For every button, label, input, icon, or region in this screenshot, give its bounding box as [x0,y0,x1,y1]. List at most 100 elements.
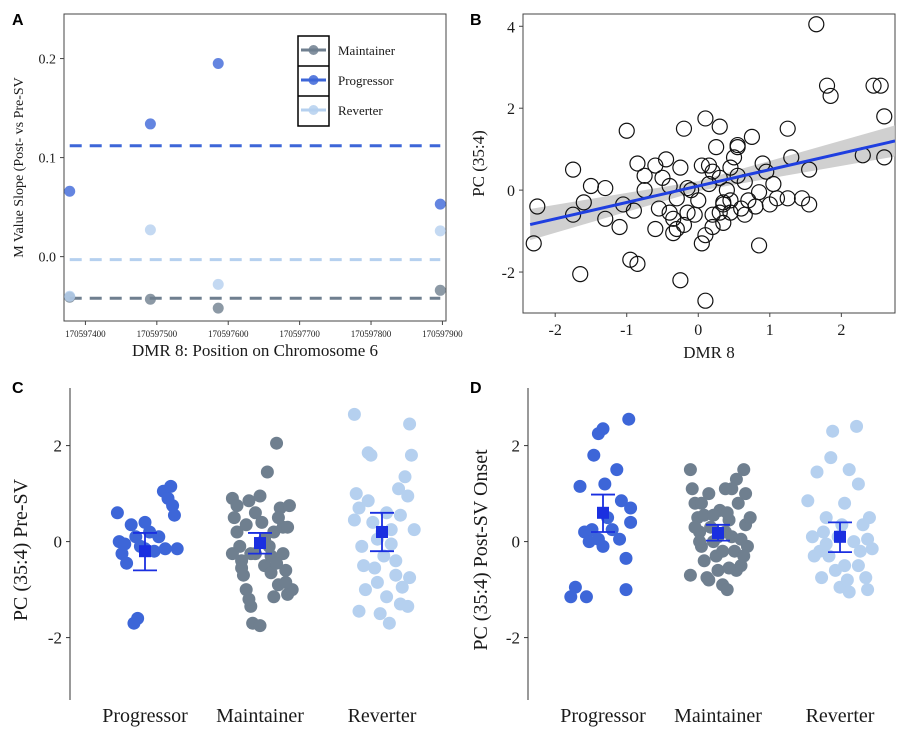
data-point [822,87,839,105]
point-maintainer [227,511,241,525]
data-point [582,177,600,195]
point-maintainer [702,573,716,587]
panel-label-b: B [470,12,482,29]
panel-c: -2 0 2 Progressor Maintainer Reverter PC (35:4… [10,388,421,727]
point-maintainer [230,525,244,539]
y-tick-label: -2 [506,629,520,648]
point-reverter [850,419,864,433]
point-maintainer [697,508,711,522]
data-point [711,169,728,186]
point-progressor [118,537,132,551]
point-maintainer [270,436,284,450]
point-reverter [368,561,382,575]
data-point [564,161,582,178]
point-reverter [401,489,415,503]
point-progressor [124,518,138,532]
data-point [704,218,721,236]
point-reverter [807,549,821,563]
point-reverter [347,407,361,421]
point-progressor [64,185,76,197]
point-maintainer [731,496,745,510]
y-tick-label: 0 [512,533,521,552]
point-maintainer [279,563,293,577]
point-maintainer [739,487,753,501]
point-maintainer [711,563,725,577]
data-point [715,214,732,231]
y-tick-label-b: -2 [502,265,515,282]
data-point [679,204,696,221]
point-progressor [110,506,124,520]
mean-marker [834,530,846,543]
point-maintainer [434,284,446,296]
point-maintainer [722,561,736,575]
point-reverter [859,571,873,585]
data-point [572,265,589,283]
point-reverter [212,278,224,290]
point-reverter [364,448,378,462]
x-tick-label-a: 170597900 [422,329,463,339]
point-progressor [591,532,605,546]
point-maintainer [685,482,699,496]
point-reverter [144,224,156,236]
point-reverter [382,616,396,630]
mean-marker [139,545,151,558]
point-maintainer [235,561,249,575]
point-maintainer [693,535,707,549]
point-progressor [619,551,633,565]
data-point [672,159,689,176]
point-reverter [373,607,387,621]
x-tick-label-a: 170597500 [137,329,178,339]
point-maintainer [716,544,730,558]
point-progressor [144,118,156,130]
point-reverter [838,559,852,573]
point-maintainer [737,463,751,477]
point-reverter [816,525,830,539]
point-reverter [404,448,418,462]
point-reverter [352,501,366,515]
y-tick-label-a: 0.1 [39,152,57,167]
data-point [736,206,753,223]
data-point [768,190,786,207]
point-reverter [347,513,361,527]
plot-frame-a [63,13,447,322]
point-maintainer [276,547,290,561]
y-axis-label-a: M Value Slope (Post- vs Pre-SV [12,77,27,258]
x-tick-label-a: 170597800 [351,329,392,339]
data-point [668,220,685,238]
data-point [661,204,678,221]
point-reverter [819,537,833,551]
panel-d: -2 0 2 Progressor Maintainer Reverter PC (35:4… [470,388,879,727]
point-reverter [366,515,380,529]
point-maintainer [270,556,284,570]
point-progressor [167,508,181,522]
y-axis-label: PC (35:4) Post-SV Onset [470,449,492,651]
point-reverter [861,532,875,546]
point-reverter [805,530,819,544]
point-reverter [389,554,403,568]
point-reverter [853,544,867,558]
point-progressor [613,532,627,546]
data-point [629,155,646,172]
data-point [654,169,671,186]
point-maintainer [253,619,267,633]
data-point [872,77,889,94]
category-label: Reverter [348,705,417,727]
point-progressor [170,542,184,556]
point-reverter [377,549,391,563]
y-tick-label: 2 [512,437,521,456]
point-maintainer [260,465,274,479]
point-progressor [166,499,180,513]
y-tick-label: 2 [54,437,63,456]
point-maintainer [267,590,281,604]
data-point [693,235,710,252]
panel-label-c: C [12,380,24,397]
data-point [697,110,714,127]
data-point [657,151,675,168]
point-maintainer [225,547,239,561]
point-reverter [380,590,394,604]
point-progressor [624,515,638,529]
point-progressor [120,556,134,570]
category-label: Progressor [560,705,646,727]
point-reverter [840,573,854,587]
